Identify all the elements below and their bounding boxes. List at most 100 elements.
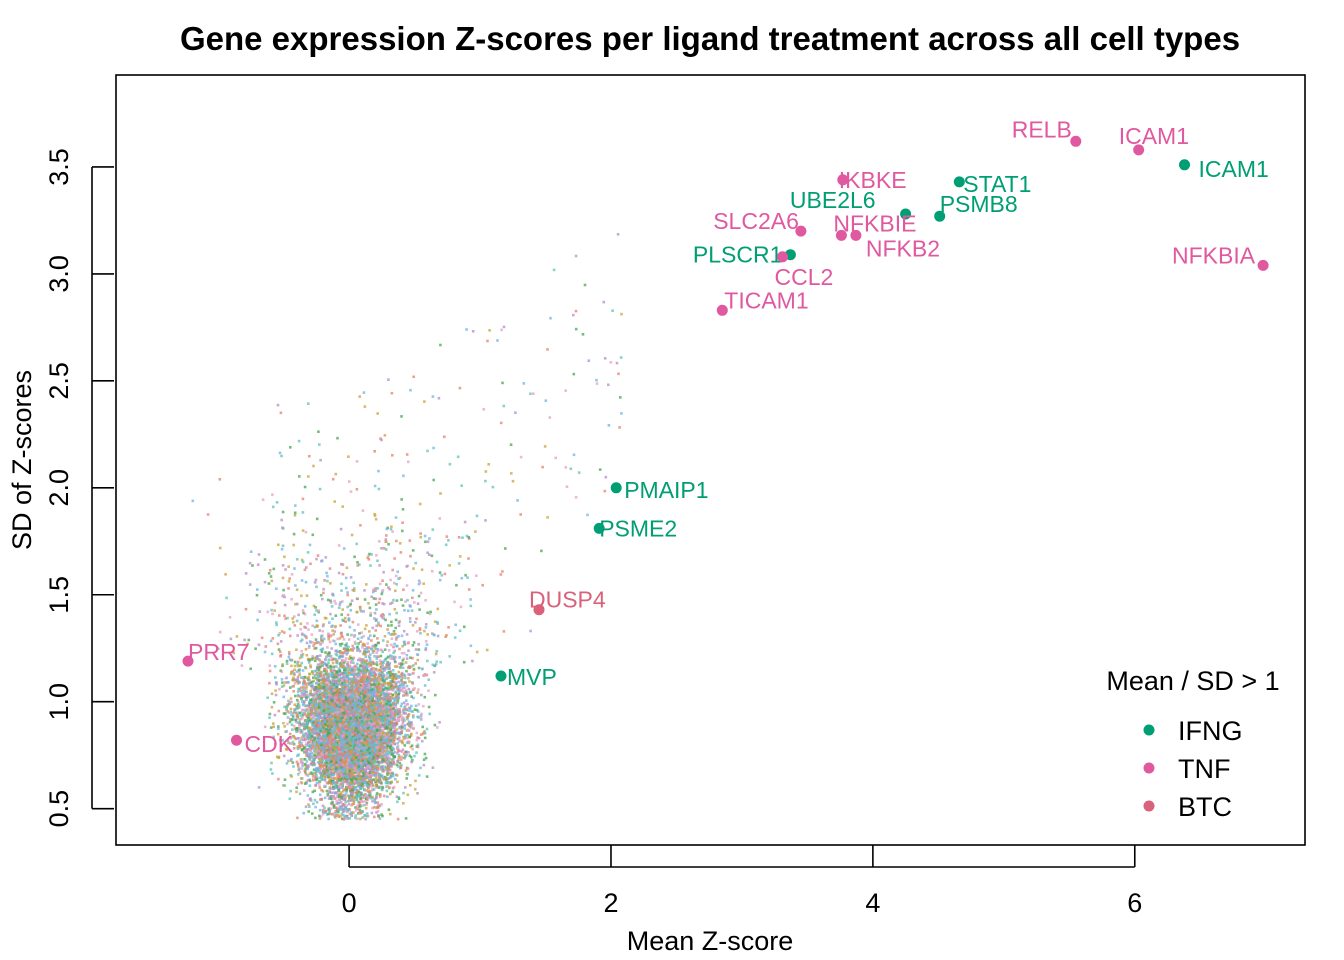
background-point <box>356 675 360 679</box>
background-point <box>416 745 420 749</box>
background-point <box>276 732 280 736</box>
background-point <box>317 719 320 723</box>
background-point <box>355 798 359 801</box>
background-point <box>406 598 409 602</box>
background-point <box>318 662 322 666</box>
background-point <box>354 814 357 817</box>
background-point <box>370 811 374 815</box>
background-point <box>313 754 316 757</box>
background-point <box>355 788 359 792</box>
background-point <box>389 681 393 685</box>
background-point <box>324 811 327 814</box>
background-point <box>401 686 404 689</box>
background-point <box>315 517 319 521</box>
background-point <box>324 556 328 559</box>
background-point <box>404 704 407 707</box>
background-point <box>315 800 319 804</box>
background-point <box>387 767 390 770</box>
background-point <box>313 688 316 692</box>
background-point <box>412 375 415 379</box>
background-point <box>386 692 390 696</box>
background-point <box>275 683 278 686</box>
background-point <box>301 762 304 766</box>
background-point <box>352 798 356 801</box>
background-point <box>401 644 404 648</box>
background-point <box>475 574 478 577</box>
background-point <box>247 638 251 642</box>
background-point <box>395 763 399 767</box>
background-point <box>395 599 399 602</box>
background-point <box>409 665 413 668</box>
background-point <box>423 695 427 699</box>
background-point-cloud <box>191 233 623 821</box>
background-point <box>422 704 425 708</box>
background-point <box>376 648 379 651</box>
background-point <box>321 718 324 721</box>
background-point <box>367 763 371 767</box>
background-point <box>374 780 377 784</box>
background-point <box>299 714 303 718</box>
background-point <box>328 810 331 814</box>
chart-title: Gene expression Z-scores per ligand trea… <box>180 20 1240 57</box>
background-point <box>377 672 381 676</box>
background-point <box>355 488 359 491</box>
background-point <box>465 328 468 331</box>
background-point <box>346 591 349 594</box>
background-point <box>287 699 290 703</box>
background-point <box>336 650 339 654</box>
background-point <box>389 709 393 713</box>
background-point <box>391 722 395 725</box>
background-point <box>365 646 369 649</box>
background-point <box>312 697 315 701</box>
background-point <box>400 680 404 684</box>
background-point <box>439 660 442 664</box>
background-point <box>391 454 394 457</box>
background-point <box>375 624 378 628</box>
background-point <box>422 674 425 677</box>
background-point <box>448 564 451 567</box>
background-point <box>370 647 374 650</box>
background-point <box>256 588 259 591</box>
background-point <box>346 771 349 775</box>
background-point <box>411 656 414 660</box>
background-point <box>308 714 312 718</box>
background-point <box>509 443 513 446</box>
background-point <box>519 455 523 459</box>
background-point <box>419 714 423 717</box>
background-point <box>282 712 286 715</box>
background-point <box>400 498 403 501</box>
background-point <box>325 669 328 673</box>
background-point <box>374 589 377 592</box>
background-point <box>303 713 307 717</box>
background-point <box>305 676 309 680</box>
background-point <box>607 383 610 387</box>
background-point <box>341 618 344 622</box>
background-point <box>304 742 308 745</box>
background-point <box>272 735 275 739</box>
background-point <box>581 333 585 336</box>
background-point <box>298 475 301 478</box>
background-point <box>469 644 473 648</box>
background-point <box>312 749 316 753</box>
background-point <box>410 609 414 612</box>
background-point <box>368 669 371 673</box>
background-point <box>401 666 405 670</box>
background-point <box>310 705 314 709</box>
background-point <box>292 734 295 738</box>
background-point <box>338 643 342 646</box>
background-point <box>330 647 333 650</box>
background-point <box>356 637 360 640</box>
background-point <box>298 792 302 796</box>
background-point <box>410 704 413 708</box>
background-point <box>421 739 424 743</box>
background-point <box>331 639 335 642</box>
background-point <box>374 801 377 805</box>
background-point <box>387 808 391 811</box>
background-point <box>327 672 331 676</box>
background-point <box>315 776 319 780</box>
background-point <box>345 586 348 590</box>
background-point <box>392 758 395 761</box>
background-point <box>296 703 300 706</box>
background-point <box>292 684 295 688</box>
background-point <box>323 711 327 714</box>
